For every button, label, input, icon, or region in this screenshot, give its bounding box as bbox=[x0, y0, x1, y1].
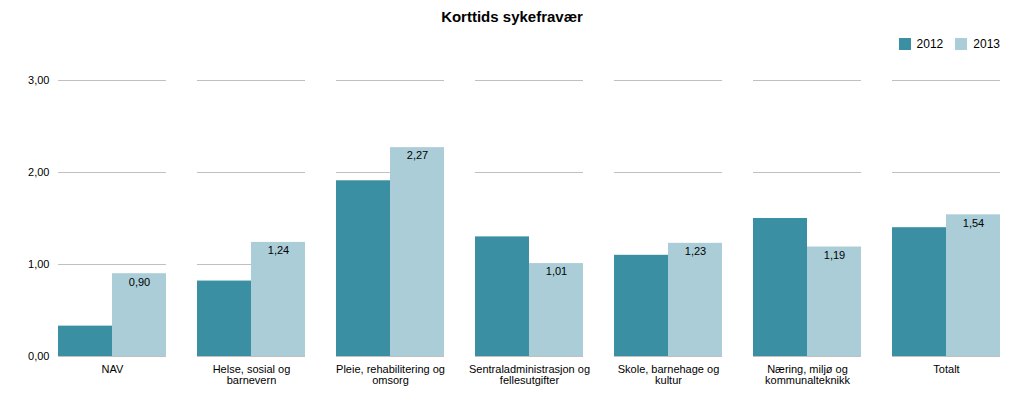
svg-text:1,54: 1,54 bbox=[963, 217, 984, 229]
svg-text:1,24: 1,24 bbox=[268, 244, 289, 256]
html-text:2012: 2012 bbox=[916, 36, 944, 51]
svg-text:NAV: NAV bbox=[102, 363, 124, 375]
svg-text:Skole, barnehage ogkultur: Skole, barnehage ogkultur bbox=[618, 363, 720, 386]
svg-text:0,00: 0,00 bbox=[28, 350, 49, 362]
svg-text:1,01: 1,01 bbox=[546, 265, 567, 277]
svg-text:2,27: 2,27 bbox=[407, 149, 428, 161]
svg-text:1,19: 1,19 bbox=[824, 249, 845, 261]
svg-text:Pleie, rehabilitering ogomsorg: Pleie, rehabilitering ogomsorg bbox=[336, 363, 445, 386]
svg-text:Sentraladministrasjon ogfelles: Sentraladministrasjon ogfellesutgifter bbox=[469, 363, 590, 386]
html-text:2013: 2013 bbox=[973, 36, 1000, 51]
svg-text:2,00: 2,00 bbox=[28, 166, 49, 178]
svg-text:3,00: 3,00 bbox=[28, 74, 49, 86]
svg-text:Helse, sosial ogbarnevern: Helse, sosial ogbarnevern bbox=[213, 363, 291, 386]
html-text:Korttids sykefravær: Korttids sykefravær bbox=[441, 8, 583, 25]
svg-text:1,00: 1,00 bbox=[28, 258, 49, 270]
svg-text:0,90: 0,90 bbox=[129, 276, 150, 288]
svg-text:Næring, miljø ogkommunalteknik: Næring, miljø ogkommunalteknikk bbox=[765, 363, 850, 386]
svg-text:Totalt: Totalt bbox=[933, 363, 959, 375]
svg-text:1,23: 1,23 bbox=[685, 245, 706, 257]
